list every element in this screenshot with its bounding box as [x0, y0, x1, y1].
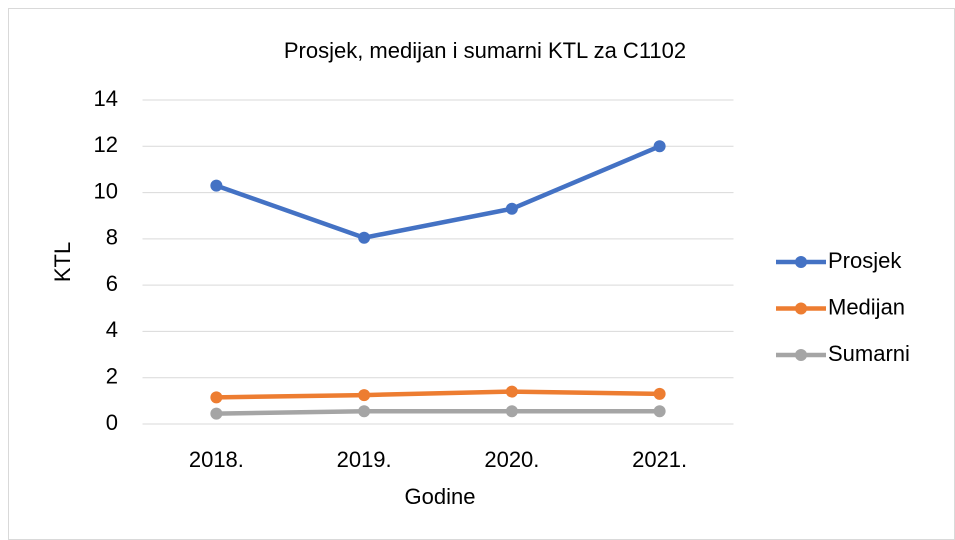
legend-label: Sumarni — [828, 341, 910, 366]
x-tick-label: 2021. — [632, 447, 687, 472]
y-axis-label: KTL — [50, 242, 75, 282]
series-marker — [653, 405, 666, 418]
series-marker — [358, 231, 371, 244]
y-tick-label: 10 — [94, 178, 118, 203]
series-marker — [210, 407, 223, 420]
series-marker — [505, 385, 518, 398]
series-marker — [358, 405, 371, 418]
series-marker — [505, 202, 518, 215]
legend-marker — [795, 302, 807, 315]
series-line — [214, 389, 662, 400]
x-axis-label: Godine — [405, 484, 476, 509]
series-marker — [653, 387, 666, 400]
x-tick-label: 2019. — [337, 447, 392, 472]
x-tick-label: 2020. — [484, 447, 539, 472]
series-marker — [210, 391, 223, 404]
y-tick-label: 4 — [106, 317, 118, 342]
series-marker — [358, 389, 371, 402]
series-marker — [210, 179, 223, 192]
y-tick-label: 14 — [94, 86, 118, 111]
chart-title: Prosjek, medijan i sumarni KTL za C1102 — [284, 38, 686, 63]
series-line — [214, 144, 662, 240]
chart-border — [8, 8, 955, 540]
series-marker — [653, 140, 666, 153]
legend-marker — [795, 349, 807, 361]
y-tick-label: 8 — [106, 225, 118, 250]
legend-marker — [795, 256, 807, 268]
y-tick-label: 2 — [106, 364, 118, 389]
legend-label: Medijan — [828, 294, 905, 319]
legend-label: Prosjek — [828, 248, 902, 273]
series-line — [214, 409, 662, 416]
y-tick-label: 12 — [94, 132, 118, 157]
y-tick-label: 0 — [106, 410, 118, 435]
series-marker — [505, 405, 518, 418]
x-tick-label: 2018. — [189, 447, 244, 472]
y-tick-label: 6 — [106, 271, 118, 296]
